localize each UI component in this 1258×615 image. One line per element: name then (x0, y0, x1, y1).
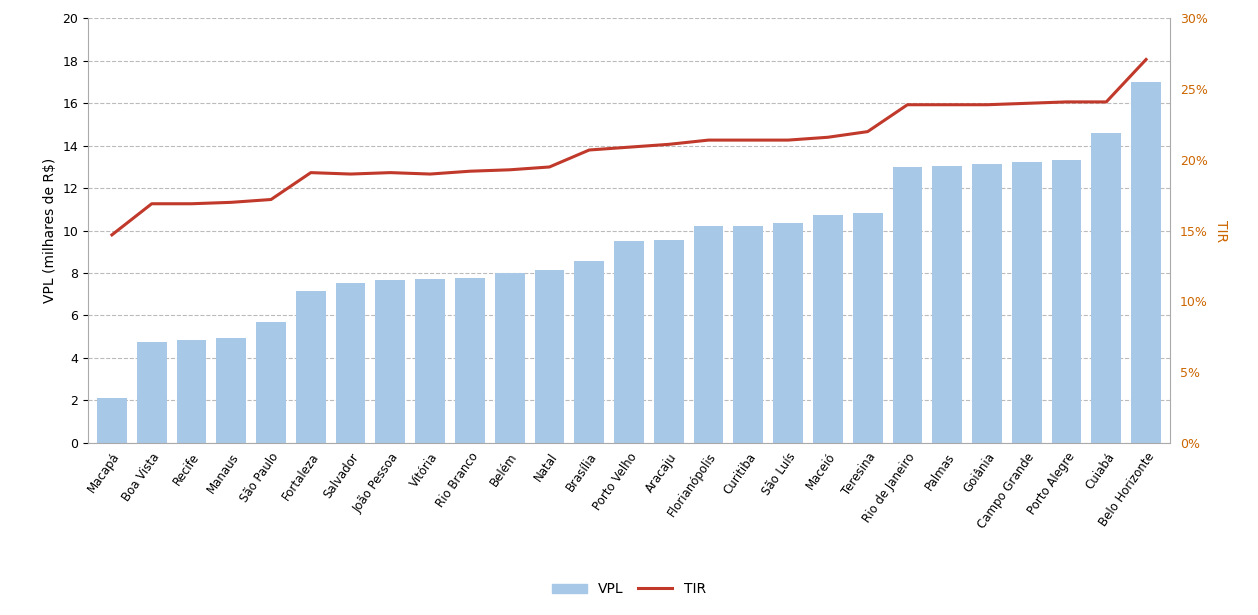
Bar (654, 240, 683, 443)
Bar (1131, 82, 1161, 443)
Bar (494, 273, 525, 443)
Y-axis label: TIR: TIR (1214, 220, 1228, 242)
Bar (455, 279, 484, 443)
Bar (375, 280, 405, 443)
Bar (216, 338, 247, 443)
Bar (972, 164, 1001, 443)
Bar (733, 226, 764, 443)
Bar (336, 283, 366, 443)
Bar (693, 226, 723, 443)
Bar (892, 167, 922, 443)
Bar (1052, 159, 1082, 443)
Bar (257, 322, 286, 443)
Bar (813, 215, 843, 443)
Bar (575, 261, 604, 443)
Bar (535, 270, 565, 443)
Bar (1092, 133, 1121, 443)
Bar (774, 223, 803, 443)
Bar (296, 291, 326, 443)
Y-axis label: VPL (milhares de R$): VPL (milhares de R$) (43, 158, 57, 303)
Bar (137, 342, 166, 443)
Bar (614, 241, 644, 443)
Bar (97, 399, 127, 443)
Bar (415, 279, 445, 443)
Bar (176, 340, 206, 443)
Bar (853, 213, 883, 443)
Bar (932, 166, 962, 443)
Bar (1011, 162, 1042, 443)
Legend: VPL, TIR: VPL, TIR (547, 577, 711, 602)
